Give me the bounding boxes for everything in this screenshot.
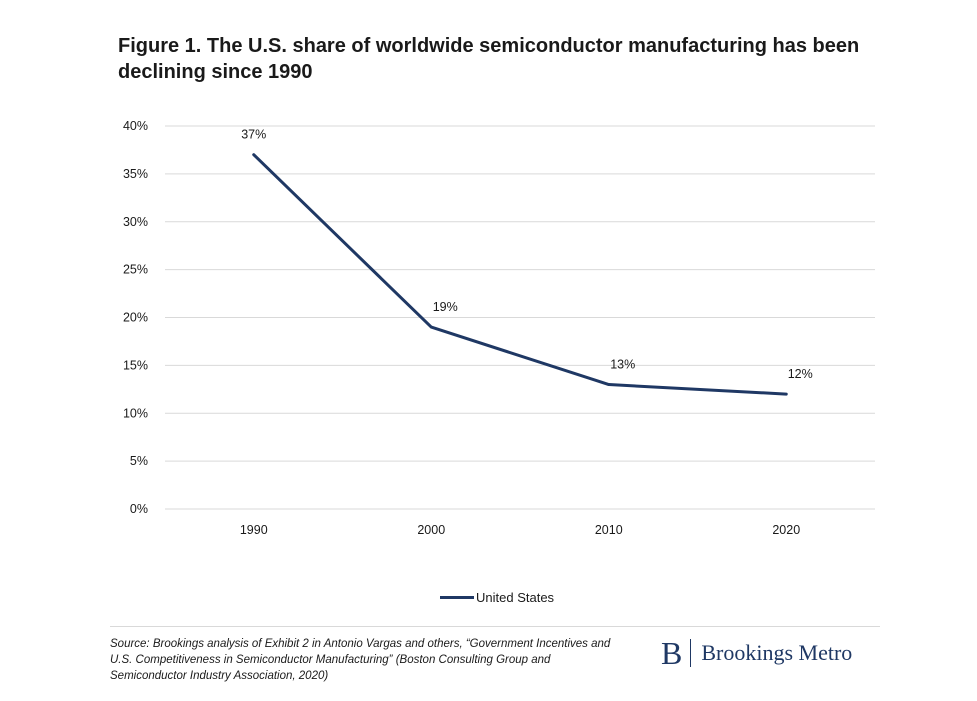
y-tick-label: 35% — [123, 167, 148, 181]
y-tick-label: 15% — [123, 358, 148, 372]
legend: United States — [440, 590, 554, 605]
y-tick-label: 0% — [130, 502, 148, 516]
y-tick-label: 40% — [123, 119, 148, 133]
source-note: Source: Brookings analysis of Exhibit 2 … — [110, 638, 611, 682]
brookings-metro-logo: B Brookings Metro — [661, 636, 852, 670]
legend-swatch — [440, 596, 474, 599]
data-label: 13% — [610, 358, 635, 372]
brand-divider — [690, 639, 692, 667]
brand-name: Brookings Metro — [701, 640, 853, 665]
data-label: 19% — [433, 300, 458, 314]
data-label: 37% — [241, 128, 266, 142]
series-line — [252, 153, 788, 396]
x-tick-label: 2010 — [595, 523, 623, 537]
y-tick-label: 10% — [123, 406, 148, 420]
brand-mark: B — [661, 635, 683, 671]
y-tick-label: 25% — [123, 263, 148, 277]
x-tick-label: 1990 — [240, 523, 268, 537]
x-tick-label: 2000 — [417, 523, 445, 537]
footer-divider — [110, 626, 880, 627]
y-tick-label: 5% — [130, 454, 148, 468]
x-tick-label: 2020 — [772, 523, 800, 537]
data-label: 12% — [788, 367, 813, 381]
y-tick-label: 20% — [123, 311, 148, 325]
legend-label: United States — [476, 590, 555, 605]
chart-title: Figure 1. The U.S. share of worldwide se… — [118, 35, 860, 83]
y-tick-label: 30% — [123, 215, 148, 229]
